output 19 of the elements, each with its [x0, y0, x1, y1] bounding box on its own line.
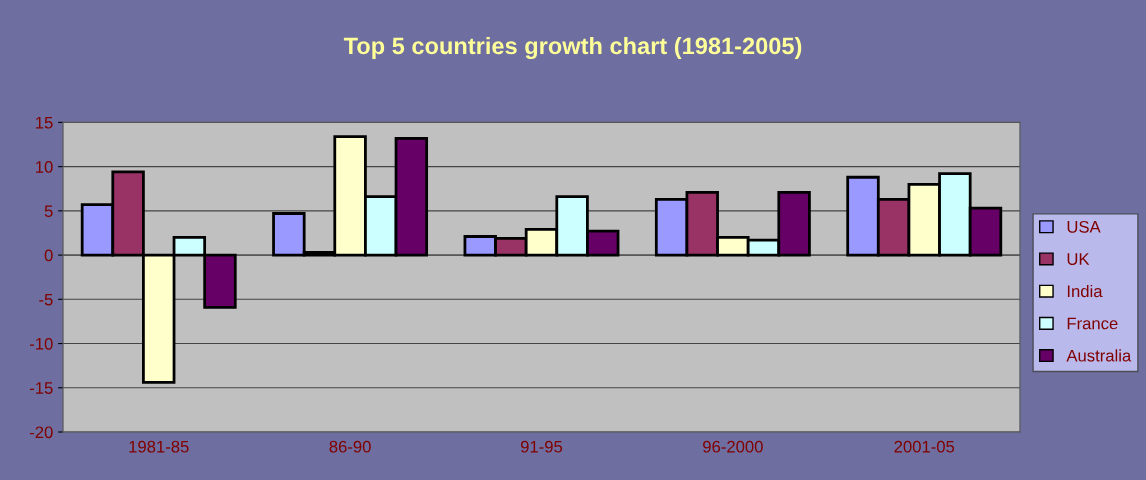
y-tick-label: 0 — [44, 249, 53, 262]
y-tick-label: 10 — [36, 161, 53, 173]
x-tick-label: 91-95 — [520, 440, 563, 453]
y-tick-label: -10 — [29, 337, 53, 350]
x-tick-label: 86-90 — [329, 440, 371, 453]
x-tick-label: 2001-05 — [894, 440, 955, 453]
y-tick-label: -5 — [39, 293, 53, 306]
y-tick-label: 5 — [44, 205, 53, 218]
x-tick-label: 96-2000 — [703, 440, 763, 453]
legend-label: USA — [1067, 220, 1101, 233]
y-tick-label: -15 — [29, 382, 53, 394]
legend-label: France — [1067, 317, 1118, 330]
y-tick-label: -20 — [29, 426, 53, 439]
chart-title: Top 5 countries growth chart (1981-2005) — [343, 36, 802, 60]
legend-label: Australia — [1066, 349, 1132, 362]
legend-label: India — [1067, 284, 1103, 298]
y-tick-label: 15 — [36, 116, 53, 129]
x-tick-label: 1981-85 — [129, 440, 189, 453]
legend-label: UK — [1067, 253, 1090, 265]
